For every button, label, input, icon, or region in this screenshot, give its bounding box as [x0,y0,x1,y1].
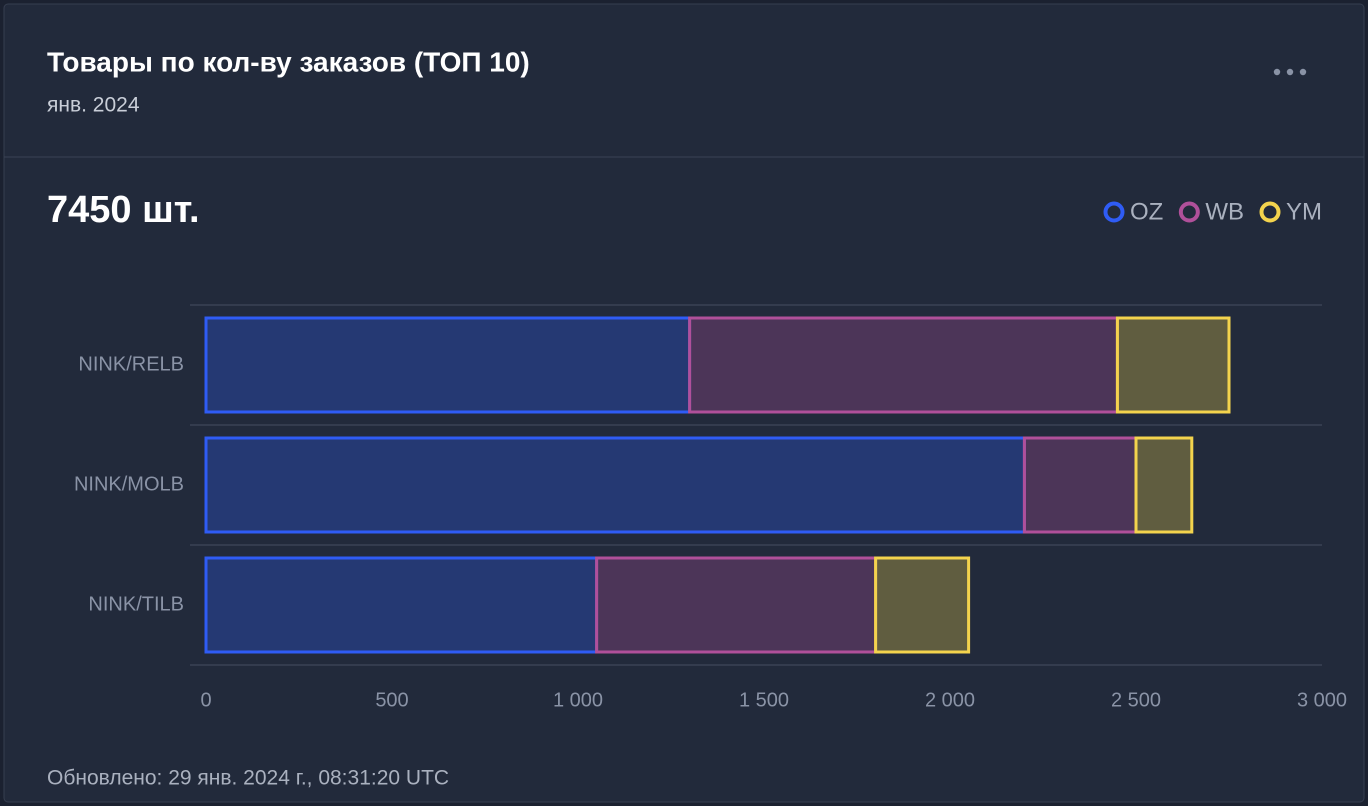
y-tick-label: NINK/MOLB [74,473,184,495]
legend-label[interactable]: WB [1205,198,1244,225]
bar-segment [1115,316,1231,414]
bar-segment [688,316,1119,414]
card-title: Товары по кол-ву заказов (ТОП 10) [47,46,530,77]
bar-segment [204,436,1026,534]
updated-note: Обновлено: 29 янв. 2024 г., 08:31:20 UTC [47,767,449,790]
menu-button[interactable] [1273,68,1307,76]
x-tick-label: 3 000 [1297,689,1347,711]
legend-marker [1178,201,1200,223]
bar-segment [595,556,878,654]
total-value: 7450 шт. [47,189,200,231]
card-subtitle: янв. 2024 [47,94,140,117]
x-tick-label: 1 500 [739,689,789,711]
x-tick-label: 2 000 [925,689,975,711]
x-tick-label: 0 [200,689,211,711]
x-tick-label: 2 500 [1111,689,1161,711]
menu-dot [1299,68,1307,76]
menu-dot [1273,68,1281,76]
x-tick-label: 500 [375,689,408,711]
bar-segment [204,316,692,414]
card-background [3,3,1365,803]
bar-segment [874,556,971,654]
y-tick-label: NINK/RELB [78,353,184,375]
legend-label[interactable]: OZ [1130,198,1163,225]
y-tick-label: NINK/TILB [88,593,184,615]
x-tick-label: 1 000 [553,689,603,711]
legend-marker [1103,201,1125,223]
legend-marker [1259,201,1281,223]
bar-segment [1022,436,1138,534]
bar-segment [204,556,599,654]
menu-dot [1286,68,1294,76]
legend-label[interactable]: YM [1286,198,1322,225]
bar-segment [1134,436,1194,534]
